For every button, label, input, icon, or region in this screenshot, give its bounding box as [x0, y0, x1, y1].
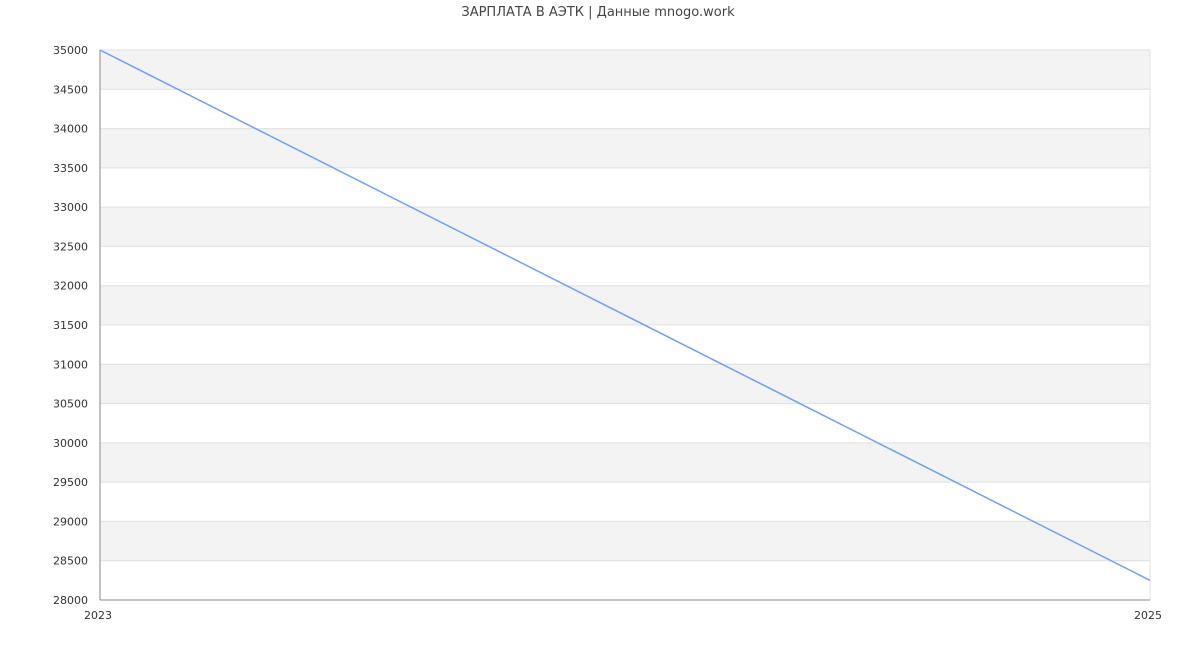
series-line [99, 49, 1151, 582]
chart-title: ЗАРПЛАТА В АЭТК | Данные mnogo.work [461, 5, 735, 20]
y-tick-label: 31500 [53, 319, 88, 332]
grid-band [100, 403, 1150, 443]
y-tick-label: 34000 [53, 123, 88, 136]
grid-band [100, 246, 1150, 286]
y-tick-label: 29000 [53, 515, 88, 528]
y-tick-label: 32000 [53, 280, 88, 293]
grid-band [100, 560, 1150, 600]
grid-band [100, 167, 1150, 208]
grid-band [100, 325, 1150, 365]
grid-band [100, 521, 1150, 561]
y-tick-label: 33500 [53, 162, 88, 175]
x-tick-label: 2025 [1134, 609, 1162, 622]
grid-band [100, 364, 1150, 404]
grid-band [100, 89, 1150, 129]
grid-band [100, 128, 1150, 168]
grid-band [100, 50, 1150, 90]
y-tick-label: 29500 [53, 476, 88, 489]
y-tick-label: 30500 [53, 398, 88, 411]
y-tick-label: 33000 [53, 201, 88, 214]
y-tick-label: 35000 [53, 44, 88, 57]
x-tick-label: 2023 [84, 609, 112, 622]
grid-band [100, 285, 1150, 325]
grid-band [100, 207, 1150, 247]
y-tick-label: 32500 [53, 240, 88, 253]
y-tick-label: 34500 [53, 83, 88, 96]
y-tick-label: 28500 [53, 555, 88, 568]
y-tick-label: 28000 [53, 594, 88, 607]
grid-band [100, 482, 1150, 522]
grid-band [100, 442, 1150, 483]
y-tick-label: 31000 [53, 358, 88, 371]
y-tick-label: 30000 [53, 437, 88, 450]
